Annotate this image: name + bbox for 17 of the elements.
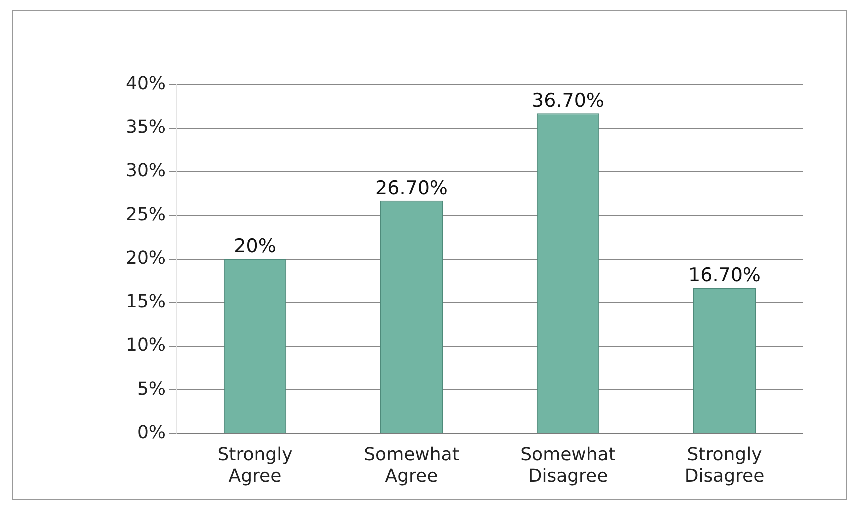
y-tick-label: 15%: [126, 292, 166, 313]
x-tick-label: Somewhat Agree: [364, 444, 460, 487]
x-tick-label: Strongly Disagree: [684, 444, 765, 487]
data-label: 36.70%: [532, 90, 604, 112]
y-tick-label: 0%: [137, 422, 166, 444]
y-tick-label: 40%: [126, 73, 166, 94]
y-tick-label: 5%: [137, 378, 166, 400]
y-tick-label: 20%: [126, 248, 166, 269]
y-tick-label: 35%: [126, 117, 166, 138]
y-tick-label: 25%: [126, 204, 166, 226]
data-label: 20%: [234, 236, 276, 258]
x-tick-label: Strongly Agree: [218, 444, 294, 487]
y-tick-label: 10%: [126, 335, 166, 356]
y-tick-label: 30%: [126, 160, 166, 182]
data-label: 16.70%: [688, 264, 761, 287]
data-label: 26.70%: [376, 177, 448, 200]
x-tick-label: Somewhat Disagree: [520, 444, 616, 487]
